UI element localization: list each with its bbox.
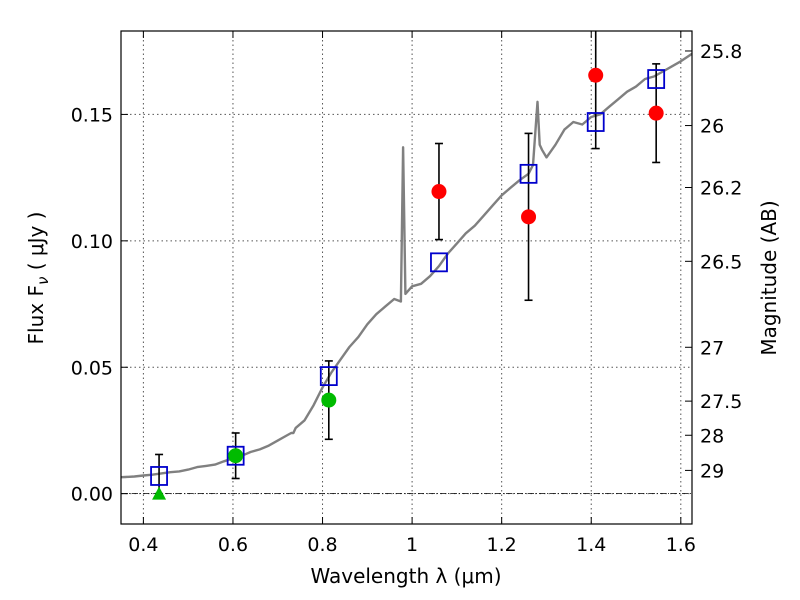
x-tick-label: 0.4 (128, 534, 158, 556)
green-data-point (321, 392, 337, 408)
plot-frame (120, 30, 693, 525)
x-tick-label: 1.6 (666, 534, 696, 556)
green-upper-limit-triangle (152, 486, 167, 500)
axis-ticks (121, 31, 692, 524)
mag-tick-label: 26 (700, 116, 724, 138)
model-photometry-square (647, 69, 666, 89)
y-tick-label: 0.10 (71, 231, 113, 253)
y-axis-label-subscript: ν (34, 277, 52, 285)
y-axis-label-unit: ( μJy ) (24, 212, 48, 277)
tick-labels: 0.4 0.6 0.8 1 1.2 1.4 1.6 0.00 0.05 0.10 0.15 25.8 2… (71, 41, 743, 556)
y2-axis-label: Magnitude (AB) (757, 200, 781, 355)
mag-tick-label: 26.5 (700, 251, 742, 273)
red-data-point (588, 67, 604, 83)
y-axis-label: Flux Fν ( μJy ) (24, 212, 52, 345)
x-tick-label: 0.8 (307, 534, 337, 556)
model-photometry-square (150, 466, 168, 486)
y-tick-label: 0.00 (71, 484, 113, 506)
grid-lines (121, 31, 692, 524)
red-data-point (521, 209, 537, 225)
mag-tick-label: 25.8 (700, 41, 742, 63)
mag-tick-label: 28 (700, 425, 724, 447)
x-axis-label: Wavelength λ (μm) (310, 564, 501, 588)
model-photometry-square (430, 252, 448, 273)
data-markers (150, 67, 666, 500)
model-photometry-square (519, 163, 538, 184)
model-spectrum-layer (121, 52, 692, 479)
y-tick-label: 0.05 (71, 357, 113, 379)
mag-tick-label: 29 (700, 460, 724, 482)
x-tick-label: 0.6 (218, 534, 248, 556)
mag-tick-label: 26.2 (700, 177, 742, 199)
mag-tick-label: 27.5 (700, 391, 742, 413)
red-data-point (648, 105, 664, 121)
y-tick-label: 0.15 (71, 104, 113, 126)
model-photometry-square (586, 112, 605, 132)
model-spectrum-line (121, 52, 692, 479)
x-tick-label: 1 (406, 534, 418, 556)
mag-tick-label: 27 (700, 337, 724, 359)
x-tick-label: 1.4 (576, 534, 606, 556)
x-tick-label: 1.2 (487, 534, 517, 556)
red-data-point (431, 184, 447, 200)
model-photometry-square (319, 366, 338, 387)
y-axis-label-main: Flux F (24, 285, 48, 344)
model-photometry-square (226, 445, 245, 466)
green-data-point (228, 448, 244, 464)
